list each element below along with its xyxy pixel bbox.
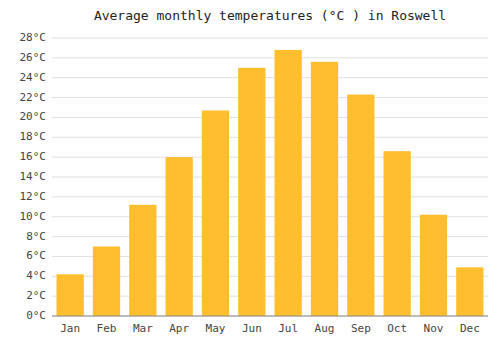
y-tick-label: 20°C (20, 110, 47, 123)
y-tick-label: 0°C (26, 309, 46, 322)
x-tick-label: Jul (278, 322, 298, 335)
grid-line (52, 57, 488, 58)
x-tick-label: Jan (60, 322, 80, 335)
grid-line (52, 177, 488, 178)
bar (347, 95, 374, 316)
bar (238, 68, 265, 316)
bars (57, 50, 484, 316)
y-tick-label: 4°C (26, 269, 46, 282)
y-tick-label: 12°C (20, 190, 47, 203)
page: {"chart_data": {"type": "bar", "title": … (0, 0, 500, 350)
y-tick-label: 6°C (26, 249, 46, 262)
grid-line (52, 196, 488, 197)
x-tick-label: Oct (387, 322, 407, 335)
bar (384, 151, 411, 316)
x-tick-label: Jun (242, 322, 262, 335)
grid-line (52, 137, 488, 138)
y-tick-label: 26°C (20, 51, 47, 64)
grid-line (52, 97, 488, 98)
bar (311, 62, 338, 316)
y-tick-label: 10°C (20, 210, 47, 223)
y-tick-label: 22°C (20, 91, 47, 104)
x-axis-line (52, 316, 488, 317)
title: Average monthly temperatures (°C ) in Ro… (94, 8, 446, 23)
grid (52, 38, 488, 316)
x-tick-label: May (206, 322, 226, 335)
grid-line (52, 117, 488, 118)
bar (202, 110, 229, 316)
grid-line (52, 38, 488, 39)
bar (420, 215, 447, 316)
bar (275, 50, 302, 316)
grid-line (52, 157, 488, 158)
y-tick-label: 16°C (20, 150, 47, 163)
y-tick-label: 18°C (20, 130, 47, 143)
y-tick-label: 28°C (20, 31, 47, 44)
x-tick-label: Dec (460, 322, 480, 335)
x-axis: Jan Feb Mar Apr May Jun Jul Aug Sep Oct Nov Dec (60, 322, 480, 335)
x-tick-label: Nov (424, 322, 444, 335)
y-tick-label: 8°C (26, 230, 46, 243)
x-tick-label: Aug (315, 322, 335, 335)
x-tick-label: Apr (169, 322, 189, 335)
x-tick-label: Sep (351, 322, 371, 335)
y-tick-label: 14°C (20, 170, 47, 183)
grid-line (52, 77, 488, 78)
y-tick-label: 2°C (26, 289, 46, 302)
chart-svg: Average monthly temperatures (°C ) in Ro… (0, 0, 500, 350)
bar (57, 274, 84, 316)
grid-line (52, 316, 488, 317)
bar (93, 247, 120, 317)
x-tick-label: Mar (133, 322, 153, 335)
y-tick-label: 24°C (20, 71, 47, 84)
bar (166, 157, 193, 316)
chart-container: Average monthly temperatures (°C ) in Ro… (0, 0, 500, 350)
bar (129, 205, 156, 316)
bar (456, 267, 483, 316)
x-tick-label: Feb (97, 322, 117, 335)
y-axis: 0°C 2°C 4°C 6°C 8°C 10°C 12°C 14°C 16°C 18°C 20°C 2… (20, 31, 47, 322)
